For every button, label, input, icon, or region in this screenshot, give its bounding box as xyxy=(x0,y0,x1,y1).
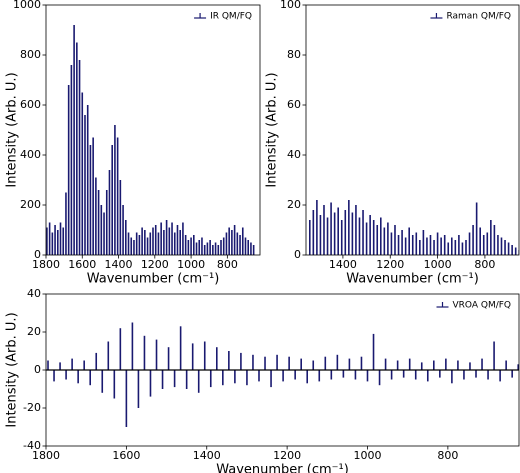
y-tick-label: 80 xyxy=(287,48,301,61)
y-tick-label: 0 xyxy=(34,248,41,261)
y-tick-label: 0 xyxy=(294,248,301,261)
y-tick-label: 40 xyxy=(27,287,41,300)
x-tick-label: 1000 xyxy=(424,258,452,271)
subplot: 1400 1200 1000 800 0 20 40 60 80 100 Wavenumber (c… xyxy=(265,0,520,287)
y-tick-label: 60 xyxy=(287,98,301,111)
x-axis-label: Wavenumber (cm⁻¹) xyxy=(216,463,349,473)
y-tick-label: 100 xyxy=(280,0,301,11)
y-tick-label: 20 xyxy=(287,198,301,211)
axes-frame xyxy=(305,4,520,256)
legend-label: Raman QM/FQ xyxy=(446,12,511,22)
legend-label: IR QM/FQ xyxy=(210,12,252,22)
y-tick-label: 40 xyxy=(287,148,301,161)
x-tick-label: 1800 xyxy=(32,449,60,462)
x-tick-label: 1400 xyxy=(105,258,133,271)
x-tick-label: 1200 xyxy=(141,258,169,271)
subplot: 1800 1600 1400 1200 1000 800 -40 -20 0 20 40 Wavenu… xyxy=(5,287,520,473)
x-axis-label: Wavenumber (cm⁻¹) xyxy=(87,272,220,287)
x-tick-label: 1000 xyxy=(353,449,381,462)
y-tick-label: 400 xyxy=(20,148,41,161)
x-tick-label: 1200 xyxy=(376,258,404,271)
y-tick-label: -40 xyxy=(23,439,41,452)
x-axis-label: Wavenumber (cm⁻¹) xyxy=(346,272,479,287)
x-tick-label: 1600 xyxy=(68,258,96,271)
y-axis-label: Intensity (Arb. U.) xyxy=(5,72,20,187)
subplot: 1800 1600 1400 1200 1000 800 0 200 400 600 800 1000… xyxy=(5,0,261,287)
y-tick-label: 600 xyxy=(20,98,41,111)
plot-area xyxy=(46,25,255,255)
y-tick-label: 1000 xyxy=(13,0,41,11)
y-tick-label: 20 xyxy=(27,325,41,338)
x-tick-label: 1000 xyxy=(177,258,205,271)
y-axis-label: Intensity (Arb. U.) xyxy=(265,72,280,187)
y-axis-label: Intensity (Arb. U.) xyxy=(5,312,20,427)
axes-frame xyxy=(45,4,261,256)
x-tick-label: 800 xyxy=(474,258,495,271)
x-tick-label: 1600 xyxy=(112,449,140,462)
x-tick-label: 800 xyxy=(217,258,238,271)
y-tick-label: 800 xyxy=(20,48,41,61)
plot-area xyxy=(47,322,519,427)
y-tick-label: -20 xyxy=(23,401,41,414)
x-tick-label: 1400 xyxy=(329,258,357,271)
y-tick-label: 200 xyxy=(20,198,41,211)
x-tick-label: 1200 xyxy=(273,449,301,462)
x-tick-label: 1400 xyxy=(193,449,221,462)
legend-label: VROA QM/FQ xyxy=(453,301,512,311)
x-tick-label: 800 xyxy=(437,449,458,462)
y-tick-label: 0 xyxy=(34,363,41,376)
plot-area xyxy=(308,200,519,255)
x-tick-label: 1800 xyxy=(32,258,60,271)
